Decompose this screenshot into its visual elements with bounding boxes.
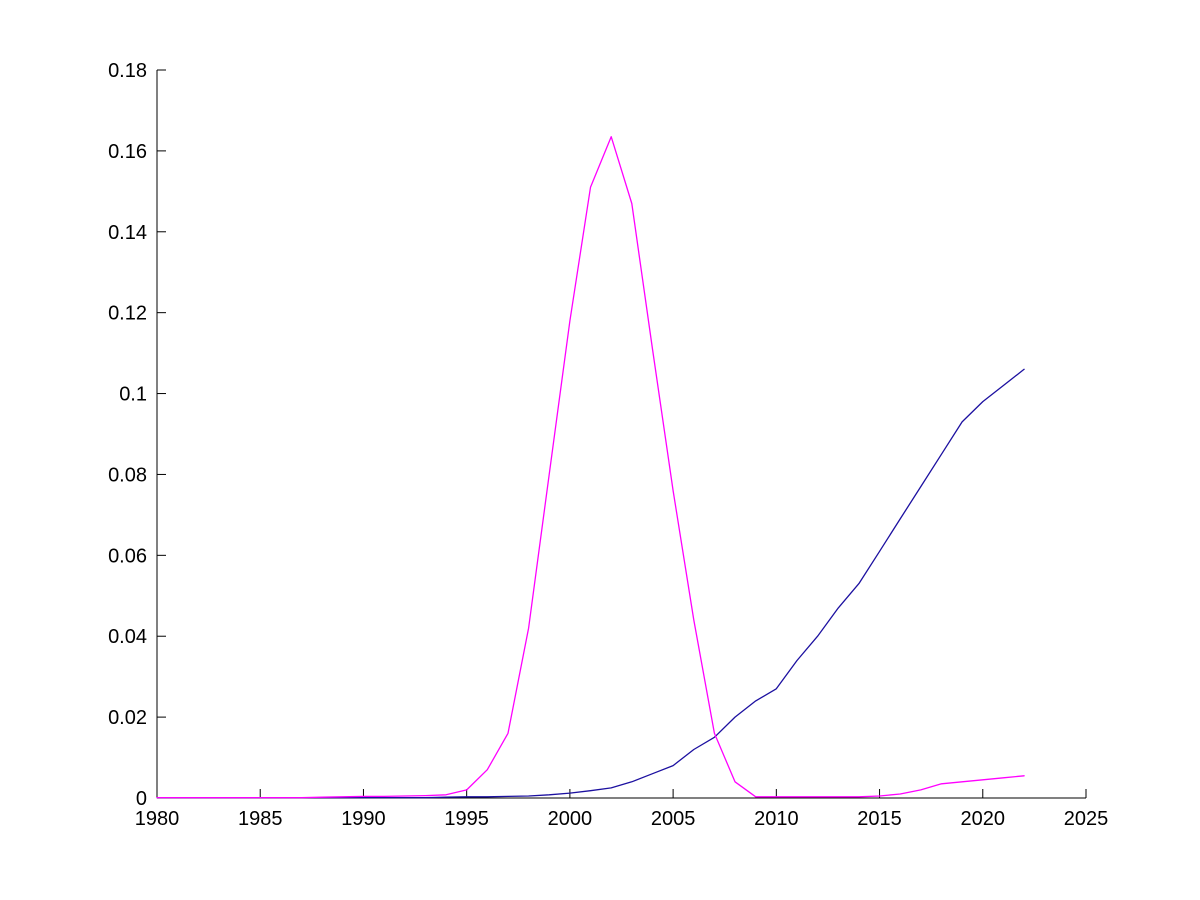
tick-label-layer: 1980 1985 1990 1995 2000 2005 2010 2015 2020 2025… — [108, 60, 1108, 830]
x-tick-label: 2020 — [961, 808, 1006, 830]
x-tick-label: 2015 — [857, 808, 902, 830]
y-tick-label: 0.02 — [108, 707, 147, 729]
x-tick-label: 1980 — [135, 808, 180, 830]
y-tick-label: 0.16 — [108, 141, 147, 163]
y-tick-label: 0.12 — [108, 303, 147, 325]
x-tick-label: 1985 — [238, 808, 283, 830]
y-tick-label: 0.08 — [108, 464, 147, 486]
y-tick-label: 0.1 — [119, 384, 147, 406]
x-tick-label: 1995 — [444, 808, 489, 830]
y-tick-label: 0 — [136, 788, 147, 810]
axes-layer — [156, 69, 1087, 799]
y-tick-label: 0.06 — [108, 545, 147, 567]
x-tick-label: 2010 — [754, 808, 799, 830]
series-line-dark-blue-curve — [156, 368, 1025, 799]
y-tick-label: 0.18 — [108, 60, 147, 82]
x-tick-label: 2005 — [651, 808, 696, 830]
x-tick-label: 2000 — [548, 808, 593, 830]
series-line-magenta-curve — [156, 136, 1025, 799]
series-layer — [156, 136, 1025, 799]
y-tick-label: 0.14 — [108, 222, 147, 244]
y-tick-label: 0.04 — [108, 626, 147, 648]
x-tick-label: 1990 — [341, 808, 386, 830]
x-tick-label: 2025 — [1064, 808, 1109, 830]
